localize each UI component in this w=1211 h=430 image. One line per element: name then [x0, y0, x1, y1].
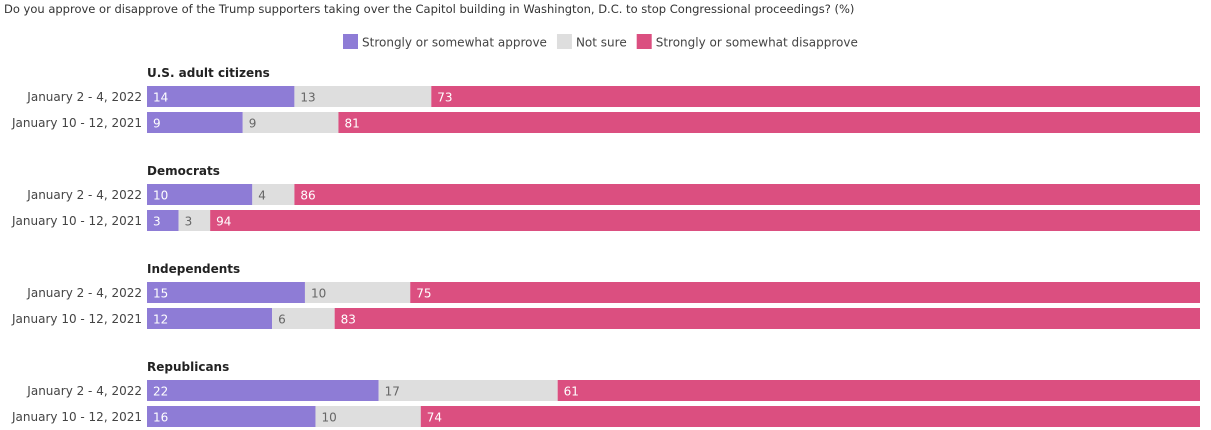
value-label-strongly-or-somewhat-approve: 12 [153, 313, 168, 327]
chart-title: Do you approve or disapprove of the Trum… [4, 2, 854, 16]
bar-segment-not-sure [252, 184, 295, 205]
bar-segment-strongly-or-somewhat-approve [147, 86, 295, 107]
group-u-s-adult-citizens: U.S. adult citizens January 2 - 4, 2022 14… [11, 66, 1200, 133]
value-label-not-sure: 10 [321, 411, 336, 425]
value-label-not-sure: 6 [278, 313, 286, 327]
value-label-not-sure: 3 [185, 215, 193, 229]
bar-segment-strongly-or-somewhat-approve [147, 184, 253, 205]
bar-segment-strongly-or-somewhat-disapprove [410, 282, 1200, 303]
value-label-strongly-or-somewhat-disapprove: 74 [427, 411, 442, 425]
row-label: January 2 - 4, 2022 [26, 188, 142, 202]
legend-label-strongly-or-somewhat-approve: Strongly or somewhat approve [362, 36, 547, 50]
value-label-strongly-or-somewhat-approve: 14 [153, 91, 168, 105]
bar-row: January 2 - 4, 2022 15 10 75 [26, 282, 1200, 303]
legend-swatch-strongly-or-somewhat-disapprove [636, 34, 652, 49]
bar-row: January 10 - 12, 2021 9 9 81 [11, 112, 1200, 133]
value-label-not-sure: 17 [385, 385, 400, 399]
row-label: January 2 - 4, 2022 [26, 286, 142, 300]
value-label-not-sure: 10 [311, 287, 326, 301]
row-label: January 10 - 12, 2021 [11, 410, 142, 424]
legend-item-strongly-or-somewhat-approve: Strongly or somewhat approve [343, 34, 547, 50]
value-label-strongly-or-somewhat-approve: 9 [153, 117, 161, 131]
value-label-strongly-or-somewhat-approve: 3 [153, 215, 161, 229]
legend: Strongly or somewhat approve Not sure Stro… [343, 34, 858, 50]
bar-row: January 10 - 12, 2021 16 10 74 [11, 406, 1200, 427]
bar-segment-strongly-or-somewhat-disapprove [294, 184, 1200, 205]
value-label-not-sure: 4 [258, 189, 266, 203]
legend-swatch-not-sure [556, 34, 572, 49]
bar-segment-strongly-or-somewhat-disapprove [210, 210, 1200, 231]
legend-swatch-strongly-or-somewhat-approve [343, 34, 358, 49]
bar-segment-strongly-or-somewhat-approve [147, 112, 243, 133]
row-label: January 2 - 4, 2022 [26, 384, 142, 398]
legend-item-not-sure: Not sure [556, 34, 627, 50]
row-label: January 10 - 12, 2021 [11, 214, 142, 228]
bar-row: January 10 - 12, 2021 3 3 94 [11, 210, 1200, 231]
value-label-strongly-or-somewhat-approve: 10 [153, 189, 168, 203]
bar-segment-strongly-or-somewhat-approve [147, 406, 316, 427]
value-label-strongly-or-somewhat-disapprove: 83 [341, 313, 356, 327]
bar-segment-not-sure [304, 282, 411, 303]
bar-segment-not-sure [178, 210, 211, 231]
bar-segment-strongly-or-somewhat-disapprove [420, 406, 1200, 427]
bar-segment-strongly-or-somewhat-disapprove [338, 112, 1200, 133]
bar-segment-strongly-or-somewhat-approve [147, 210, 179, 231]
bar-segment-strongly-or-somewhat-disapprove [557, 380, 1200, 401]
group-label: Republicans [147, 360, 229, 374]
value-label-strongly-or-somewhat-approve: 15 [153, 287, 168, 301]
bar-segment-not-sure [272, 308, 335, 329]
value-label-strongly-or-somewhat-disapprove: 73 [437, 91, 452, 105]
value-label-not-sure: 9 [249, 117, 257, 131]
value-label-not-sure: 13 [300, 91, 315, 105]
value-label-strongly-or-somewhat-disapprove: 81 [344, 117, 359, 131]
value-label-strongly-or-somewhat-approve: 22 [153, 385, 168, 399]
value-label-strongly-or-somewhat-disapprove: 61 [564, 385, 579, 399]
bar-segment-strongly-or-somewhat-approve [147, 308, 273, 329]
row-label: January 2 - 4, 2022 [26, 90, 142, 104]
bar-segment-strongly-or-somewhat-disapprove [431, 86, 1200, 107]
bar-segment-strongly-or-somewhat-disapprove [334, 308, 1200, 329]
bar-segment-not-sure [315, 406, 421, 427]
group-label: U.S. adult citizens [147, 66, 270, 80]
group-label: Democrats [147, 164, 220, 178]
legend-label-not-sure: Not sure [576, 36, 627, 50]
bar-segment-not-sure [378, 380, 558, 401]
value-label-strongly-or-somewhat-disapprove: 75 [416, 287, 431, 301]
legend-item-strongly-or-somewhat-disapprove: Strongly or somewhat disapprove [636, 34, 858, 50]
row-label: January 10 - 12, 2021 [11, 312, 142, 326]
bar-row: January 2 - 4, 2022 22 17 61 [26, 380, 1200, 401]
legend-label-strongly-or-somewhat-disapprove: Strongly or somewhat disapprove [656, 36, 858, 50]
group-label: Independents [147, 262, 240, 276]
bar-row: January 10 - 12, 2021 12 6 83 [11, 308, 1200, 329]
bar-segment-strongly-or-somewhat-approve [147, 282, 305, 303]
bar-segment-not-sure [294, 86, 432, 107]
value-label-strongly-or-somewhat-disapprove: 94 [216, 215, 231, 229]
row-label: January 10 - 12, 2021 [11, 116, 142, 130]
bar-segment-not-sure [242, 112, 339, 133]
value-label-strongly-or-somewhat-approve: 16 [153, 411, 168, 425]
bar-row: January 2 - 4, 2022 14 13 73 [26, 86, 1200, 107]
plot-area: U.S. adult citizens January 2 - 4, 2022 14… [11, 66, 1200, 427]
value-label-strongly-or-somewhat-disapprove: 86 [300, 189, 315, 203]
bar-segment-strongly-or-somewhat-approve [147, 380, 379, 401]
bar-row: January 2 - 4, 2022 10 4 86 [26, 184, 1200, 205]
